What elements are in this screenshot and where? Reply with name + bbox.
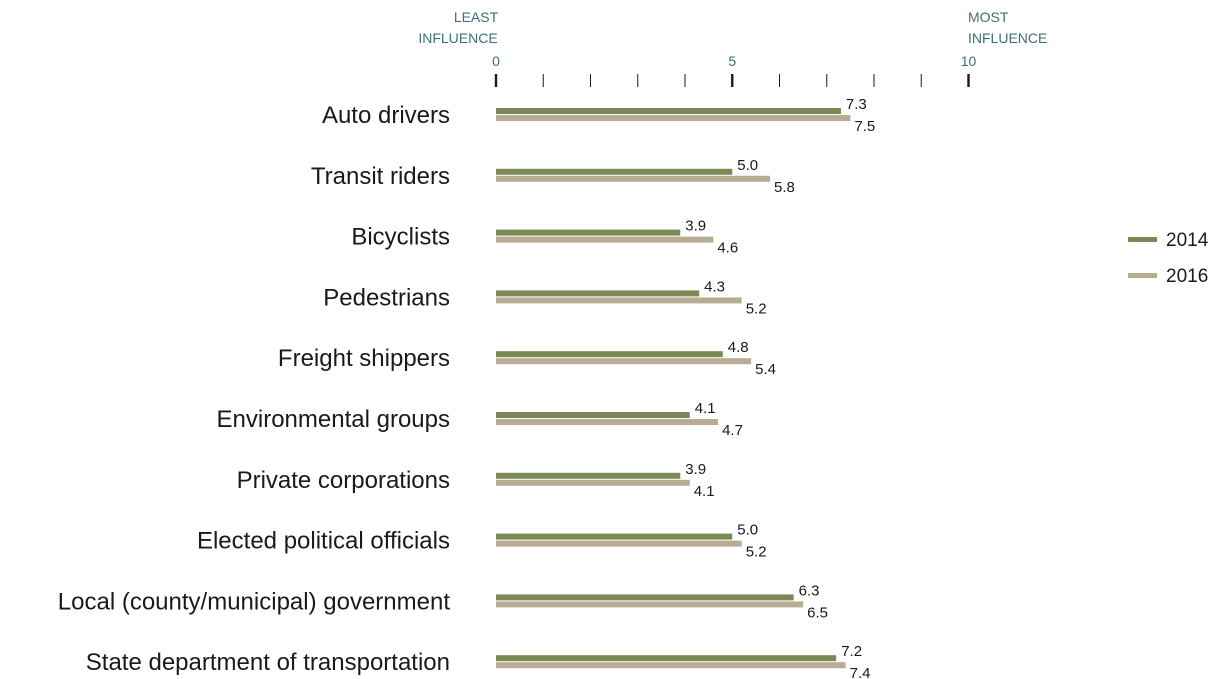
bar-2016 [496, 601, 804, 608]
bar-2014 [496, 412, 690, 418]
axis-end-label-right: INFLUENCE [968, 30, 1047, 46]
category-label: Transit riders [311, 163, 450, 190]
legend-label-2014: 2014 [1166, 230, 1209, 251]
legend-swatch-2014 [1128, 237, 1157, 242]
legend-label-2016: 2016 [1166, 266, 1208, 287]
bars-group: Auto drivers 7.3 7.5 Transit riders 5.0 5.8 Bi… [58, 96, 875, 679]
value-label-2014: 4.3 [704, 278, 725, 295]
bar-2016 [496, 358, 752, 365]
bar-2014 [496, 472, 681, 479]
value-label-2016: 5.4 [755, 361, 776, 378]
value-label-2016: 4.6 [717, 240, 738, 257]
bar-2016 [496, 662, 846, 669]
value-label-2014: 6.3 [799, 582, 820, 599]
bar-2014 [496, 655, 837, 662]
value-label-2014: 3.9 [685, 461, 706, 478]
value-label-2016: 7.4 [850, 665, 871, 679]
value-label-2014: 5.0 [737, 522, 758, 539]
bar-2014 [496, 290, 700, 297]
tick-label: 0 [492, 53, 500, 69]
bar-2016 [496, 540, 742, 547]
value-label-2014: 5.0 [737, 157, 758, 174]
category-label: Elected political officials [197, 528, 450, 555]
category-label: Bicyclists [351, 224, 450, 251]
legend: 2014 2016 [1128, 230, 1209, 287]
bar-2016 [496, 419, 719, 425]
value-label-2014: 7.3 [846, 96, 867, 113]
category-label: State department of transportation [86, 649, 450, 676]
bar-2014 [496, 229, 681, 236]
value-label-2014: 3.9 [685, 218, 706, 235]
value-label-2016: 5.2 [746, 544, 767, 561]
value-label-2016: 5.8 [774, 179, 795, 196]
axis-end-label-left: LEAST [454, 9, 499, 25]
x-axis: 0 5 10 LEAST INFLUENCE MOST INFLUENCE [418, 9, 1047, 87]
category-label: Environmental groups [217, 406, 450, 433]
bar-2016 [496, 115, 851, 121]
value-label-2014: 4.8 [728, 339, 749, 356]
category-label: Local (county/municipal) government [58, 588, 451, 615]
tick-label: 5 [728, 53, 736, 69]
value-label-2016: 7.5 [854, 118, 875, 135]
bar-2016 [496, 175, 771, 182]
category-label: Private corporations [237, 467, 450, 494]
value-label-2016: 4.1 [694, 483, 715, 500]
category-label: Pedestrians [323, 284, 450, 311]
value-label-2016: 4.7 [722, 422, 743, 439]
bar-2016 [496, 479, 690, 486]
axis-end-label-left: INFLUENCE [418, 30, 497, 46]
value-label-2016: 5.2 [746, 300, 767, 317]
axis-end-label-right: MOST [968, 9, 1009, 25]
category-label: Freight shippers [278, 345, 450, 372]
bar-2016 [496, 297, 742, 304]
bar-2014 [496, 533, 733, 540]
bar-2014 [496, 168, 733, 175]
value-label-2016: 6.5 [807, 604, 828, 621]
value-label-2014: 7.2 [841, 643, 862, 660]
bar-2016 [496, 236, 714, 243]
legend-swatch-2016 [1128, 273, 1157, 278]
bar-2014 [496, 108, 841, 114]
tick-label: 10 [961, 53, 977, 69]
bar-2014 [496, 594, 794, 601]
value-label-2014: 4.1 [695, 400, 716, 417]
category-label: Auto drivers [322, 102, 450, 129]
bar-2014 [496, 351, 723, 358]
